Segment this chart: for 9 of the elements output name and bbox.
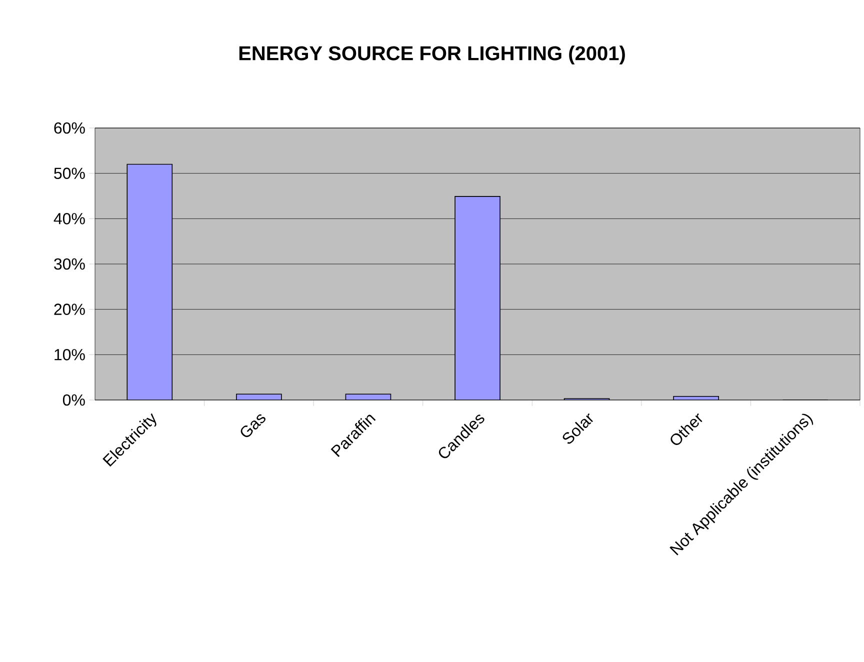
y-tick-label: 10% — [54, 349, 85, 360]
chart-title: ENERGY SOURCE FOR LIGHTING (2001) — [239, 46, 625, 64]
y-tick-label: 30% — [54, 258, 85, 270]
y-tick-label: 20% — [54, 304, 85, 315]
y-tick-label: 0% — [62, 394, 85, 406]
y-tick-label: 40% — [54, 213, 85, 224]
x-tick-label: Gas — [240, 414, 266, 438]
y-tick-label: 50% — [54, 168, 85, 179]
y-tick-label: 60% — [54, 122, 85, 134]
